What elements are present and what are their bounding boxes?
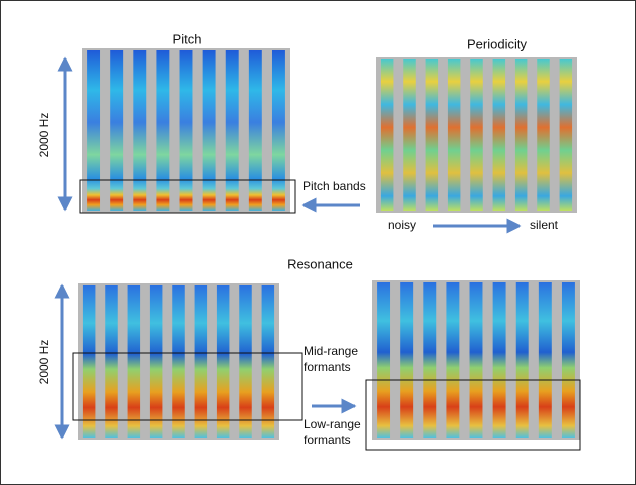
spectrogram-stripe: [105, 285, 118, 438]
spectrogram-stripe: [172, 285, 185, 438]
axis-label: 2000 Hz: [37, 113, 51, 158]
spectrogram-stripe: [150, 285, 163, 438]
spectrogram-stripe: [262, 285, 275, 438]
spectrogram-stripe: [217, 285, 230, 438]
axis-start-label: noisy: [388, 218, 416, 232]
panel-title: Periodicity: [467, 36, 527, 51]
spectrogram-stripe: [537, 59, 550, 211]
spectrogram-stripe: [156, 50, 169, 211]
spectrogram-stripe: [133, 50, 146, 211]
spectrogram-stripe: [381, 59, 394, 211]
spectrogram-stripe: [400, 282, 413, 438]
spectrogram-stripe: [203, 50, 216, 211]
axis-label: 2000 Hz: [37, 340, 51, 385]
spectrogram-stripe: [516, 282, 529, 438]
spectrogram-stripe: [493, 59, 506, 211]
spectrogram-stripe: [539, 282, 552, 438]
annotation: formants: [304, 433, 351, 447]
spectrogram-stripe: [470, 59, 483, 211]
spectrogram-stripe: [195, 285, 208, 438]
panel-title: Resonance: [287, 256, 353, 271]
spectrogram-stripe: [562, 282, 575, 438]
spectrogram-stripe: [426, 59, 439, 211]
spectrogram-stripe: [87, 50, 100, 211]
panel-title: Pitch: [173, 31, 202, 46]
spectrogram-stripe: [239, 285, 252, 438]
spectrogram-stripe: [272, 50, 285, 211]
spectrogram-stripe: [493, 282, 506, 438]
annotation: formants: [304, 360, 351, 374]
spectrogram-stripe: [83, 285, 96, 438]
spectrogram-stripe: [128, 285, 141, 438]
spectrogram-stripe: [377, 282, 390, 438]
spectrogram-stripe: [110, 50, 123, 211]
spectrogram-stripe: [423, 282, 436, 438]
spectrogram-stripe: [403, 59, 416, 211]
spectrogram-stripe: [470, 282, 483, 438]
spectrogram-stripe: [226, 50, 239, 211]
spectrogram-stripe: [180, 50, 193, 211]
spectrogram-stripe: [249, 50, 262, 211]
axis-end-label: silent: [530, 218, 559, 232]
annotation: Low-range: [304, 417, 361, 431]
spectrogram-stripe: [446, 282, 459, 438]
spectrogram-stripe: [448, 59, 461, 211]
spectrogram-stripe: [515, 59, 528, 211]
annotation: Pitch bands: [303, 179, 366, 193]
annotation: Mid-range: [304, 344, 358, 358]
spectrogram-stripe: [560, 59, 573, 211]
figure: Pitch Periodicity Resonance 2000 Hz 2000…: [0, 0, 636, 485]
